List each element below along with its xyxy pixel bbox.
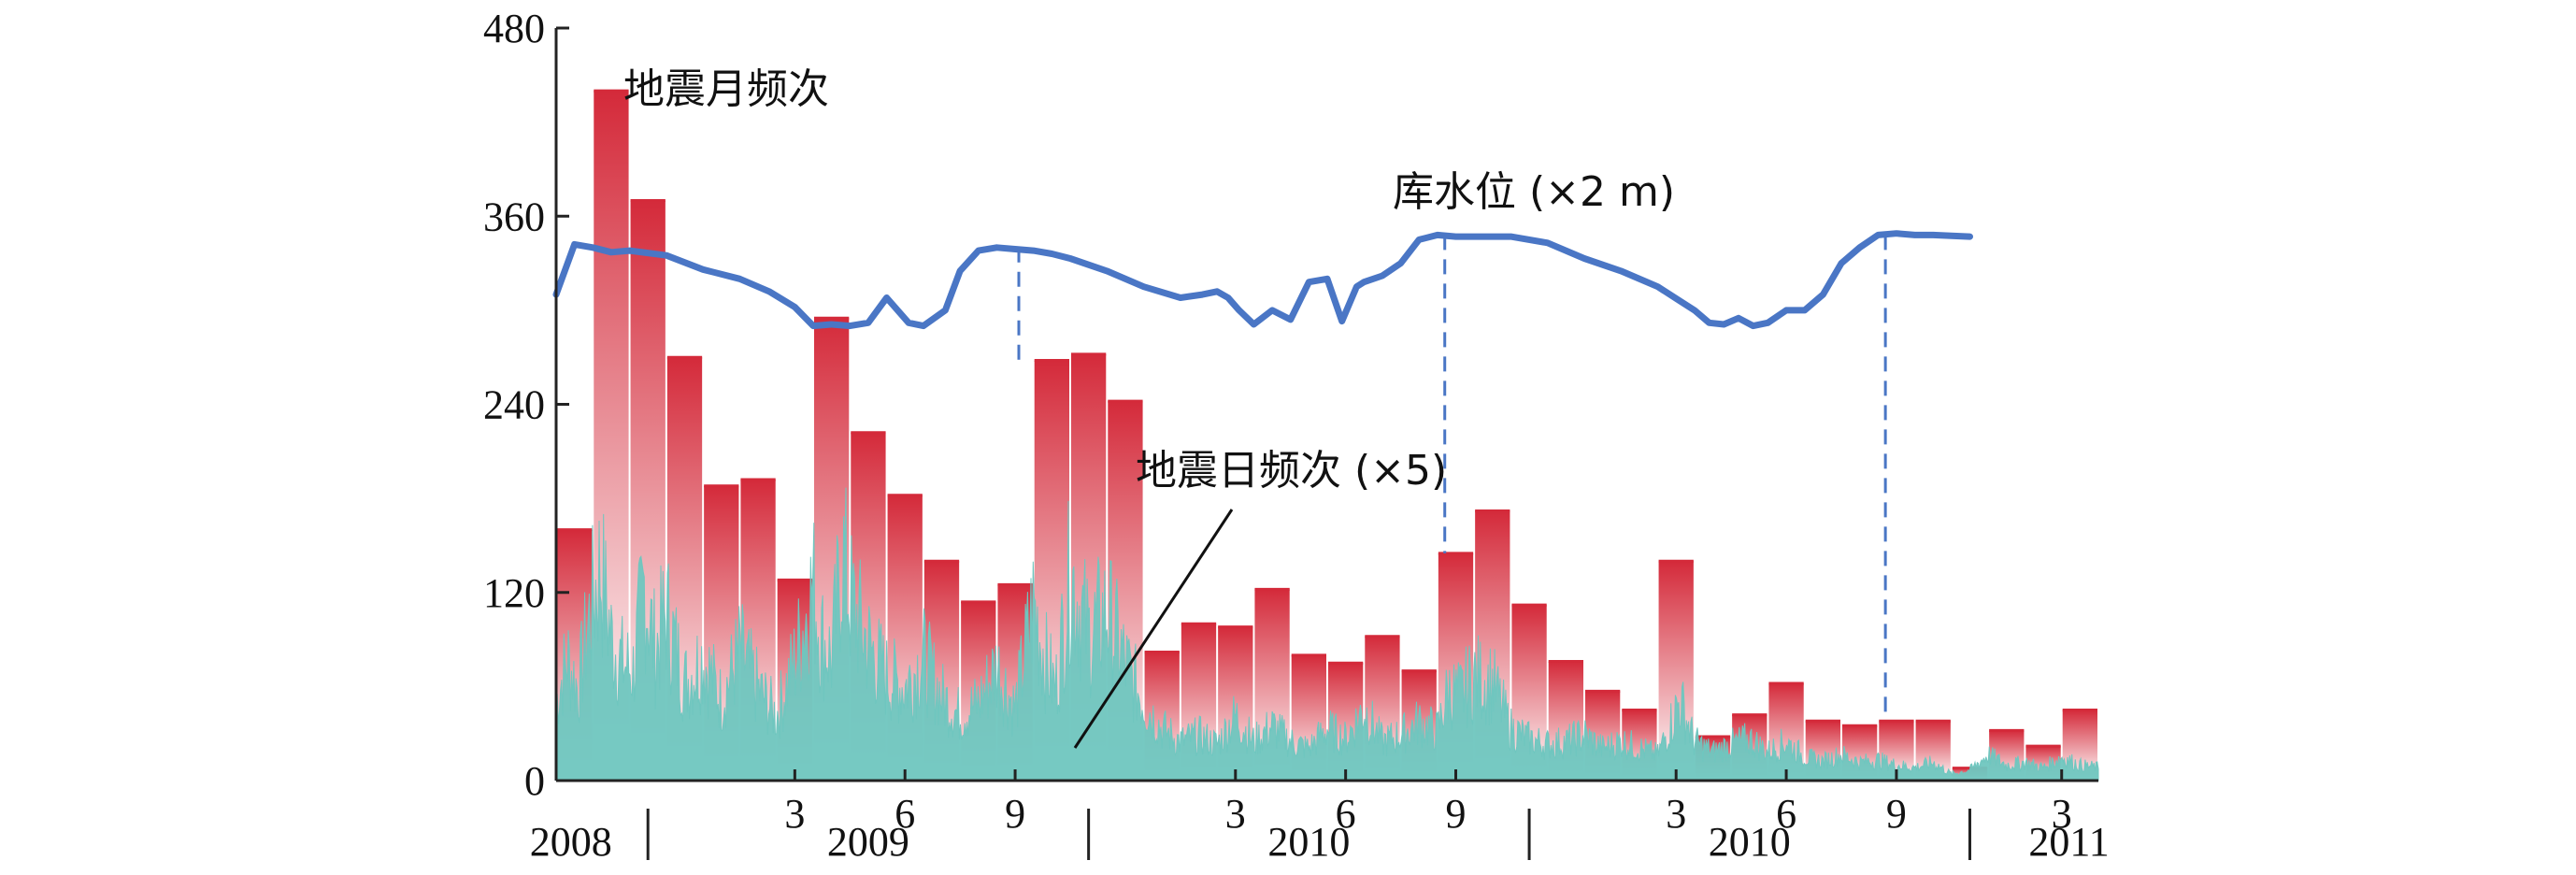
- year-label-3: 2010: [1267, 819, 1350, 865]
- x-tick-label-2: 6: [894, 791, 915, 837]
- water-level-line: [552, 230, 1973, 330]
- y-tick-label-120: 120: [483, 570, 545, 616]
- daily-annotation-pointer: [1073, 509, 1234, 749]
- year-label-2: 2009: [827, 819, 909, 865]
- x-tick-label-4: 3: [1225, 791, 1246, 837]
- x-tick-label-1: 3: [784, 791, 805, 837]
- x-tick-label-5: 6: [1336, 791, 1356, 837]
- x-tick-label-9: 9: [1886, 791, 1907, 837]
- water-level-dashes: [1017, 235, 1887, 722]
- y-tick-label-240: 240: [483, 382, 545, 428]
- x-tick-label-6: 9: [1446, 791, 1467, 837]
- water-level-path: [552, 230, 1973, 330]
- y-tick-label-480: 480: [483, 6, 545, 51]
- x-tick-label-8: 6: [1776, 791, 1796, 837]
- x-tick-labels: 3 6 9 3 6 9 3 6 9 3 2008 2009 2010 2010 2011: [530, 769, 2110, 865]
- x-tick-label-3: 9: [1005, 791, 1025, 837]
- water-annotation: 库水位 (×2 m): [1393, 168, 1675, 216]
- year-label-5: 2011: [2028, 819, 2109, 865]
- x-tick-label-10: 3: [2052, 791, 2072, 837]
- daily-frequency-area: [555, 487, 2099, 782]
- y-tick-label-0: 0: [524, 758, 545, 804]
- x-tick-label-7: 3: [1666, 791, 1686, 837]
- monthly-annotation: 地震月频次: [623, 65, 829, 113]
- daily-annotation: 地震日频次 (×5): [1136, 447, 1447, 495]
- daily-area: [555, 487, 2099, 782]
- y-tick-label-360: 360: [483, 194, 545, 239]
- y-tick-labels: 0 120 240 360 480: [483, 6, 569, 804]
- year-label-1: 2008: [530, 819, 612, 865]
- year-label-4: 2010: [1709, 819, 1791, 865]
